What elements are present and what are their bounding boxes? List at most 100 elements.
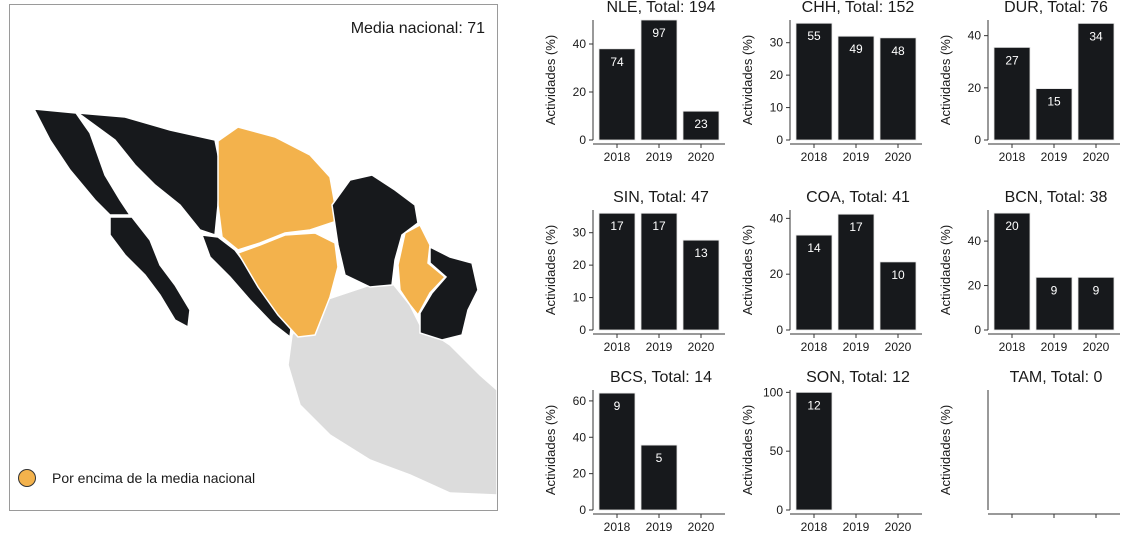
chart-title: BCN, Total: 38 [1005,189,1108,206]
bar-data-label: 10 [891,268,905,282]
y-tick-label: 0 [579,323,586,337]
y-axis-label: Actividades (%) [938,405,953,495]
bar-data-label: 15 [1047,95,1061,109]
bar [640,19,678,141]
y-tick-label: 100 [763,385,783,399]
y-axis-label: Actividades (%) [938,35,953,125]
bar [682,239,720,331]
bar [879,261,917,331]
bar-data-label: 9 [1093,283,1100,297]
national-mean-label: Media nacional: 71 [350,20,485,37]
y-tick-label: 40 [573,430,587,444]
x-tick-label: 2020 [688,150,715,164]
x-tick-label: 2020 [885,340,912,354]
y-tick-label: 40 [968,29,982,43]
bar [682,110,720,141]
bar-data-label: 12 [807,398,821,412]
bar [640,212,678,331]
bar [598,48,636,141]
chart-title: SIN, Total: 47 [613,189,709,206]
x-tick-label: 2019 [843,520,870,534]
region-nle [397,223,447,317]
y-tick-label: 20 [573,85,587,99]
y-tick-label: 0 [776,323,783,337]
region-chh [217,126,341,251]
y-tick-label: 10 [573,291,587,305]
bar-data-label: 48 [891,44,905,58]
y-tick-label: 30 [770,36,784,50]
x-tick-label: 2018 [999,150,1026,164]
bar [1035,276,1073,331]
legend-label: Por encima de la media nacional [52,470,256,486]
bar [879,37,917,141]
region-bcn [32,108,132,216]
chart-title: DUR, Total: 76 [1004,0,1108,16]
x-tick-label: 2020 [1083,340,1110,354]
y-tick-label: 20 [573,258,587,272]
y-tick-label: 60 [573,394,587,408]
bar [993,212,1031,331]
x-tick-label: 2018 [801,150,828,164]
y-tick-label: 30 [573,226,587,240]
bar-data-label: 49 [849,42,863,56]
y-tick-label: 0 [776,503,783,517]
bar-data-label: 17 [652,219,666,233]
y-tick-label: 10 [770,101,784,115]
bar [598,212,636,331]
region-no-data [287,279,497,496]
region-tam [419,245,479,341]
bar-data-label: 97 [652,26,666,40]
region-dur [236,232,339,338]
bar [1077,22,1115,141]
y-tick-label: 0 [579,133,586,147]
y-tick-label: 0 [579,503,586,517]
bar-data-label: 9 [1051,283,1058,297]
chart-title: CHH, Total: 152 [802,0,915,16]
y-tick-label: 20 [968,279,982,293]
y-axis-label: Actividades (%) [740,35,755,125]
bar-data-label: 17 [610,219,624,233]
bar [1035,88,1073,141]
bar [640,444,678,511]
x-tick-label: 2018 [999,340,1026,354]
x-tick-label: 2018 [604,340,631,354]
bar-data-label: 20 [1005,219,1019,233]
bar [1077,276,1115,331]
region-coa [331,174,419,288]
y-tick-label: 40 [770,211,784,225]
x-tick-label: 2019 [646,150,673,164]
region-bcs [109,216,191,329]
chart-title: TAM, Total: 0 [1010,369,1103,386]
y-tick-label: 20 [770,267,784,281]
x-tick-label: 2020 [688,520,715,534]
map-legend: Por encima de la media nacional [18,469,255,487]
y-axis-label: Actividades (%) [740,225,755,315]
y-axis-label: Actividades (%) [740,405,755,495]
bar-data-label: 13 [694,246,708,260]
y-tick-label: 40 [968,234,982,248]
y-tick-label: 20 [968,81,982,95]
chart-title: SON, Total: 12 [806,369,910,386]
x-tick-label: 2020 [885,520,912,534]
y-axis-label: Actividades (%) [938,225,953,315]
chart-title: COA, Total: 41 [806,189,910,206]
bar [993,46,1031,141]
y-tick-label: 50 [770,444,784,458]
x-tick-label: 2019 [646,520,673,534]
bar-data-label: 9 [614,399,621,413]
chart-title: BCS, Total: 14 [610,369,712,386]
y-tick-label: 0 [974,323,981,337]
y-tick-label: 40 [573,37,587,51]
